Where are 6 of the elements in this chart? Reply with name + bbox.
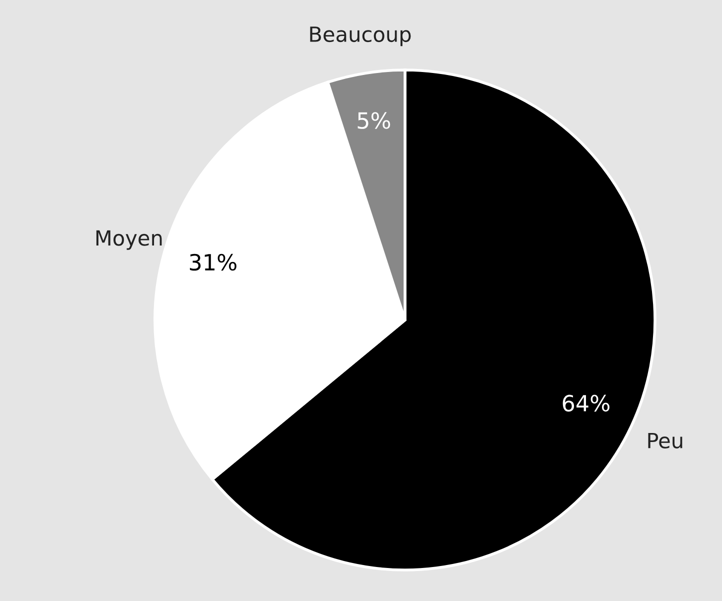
slice-label: Moyen — [96, 230, 162, 250]
slice-label: Peu — [648, 432, 682, 448]
data-label: 64% — [562, 394, 610, 412]
data-label: 31% — [190, 254, 236, 271]
slice-label: Beaucoup — [310, 26, 411, 46]
data-label: 5% — [358, 112, 390, 129]
